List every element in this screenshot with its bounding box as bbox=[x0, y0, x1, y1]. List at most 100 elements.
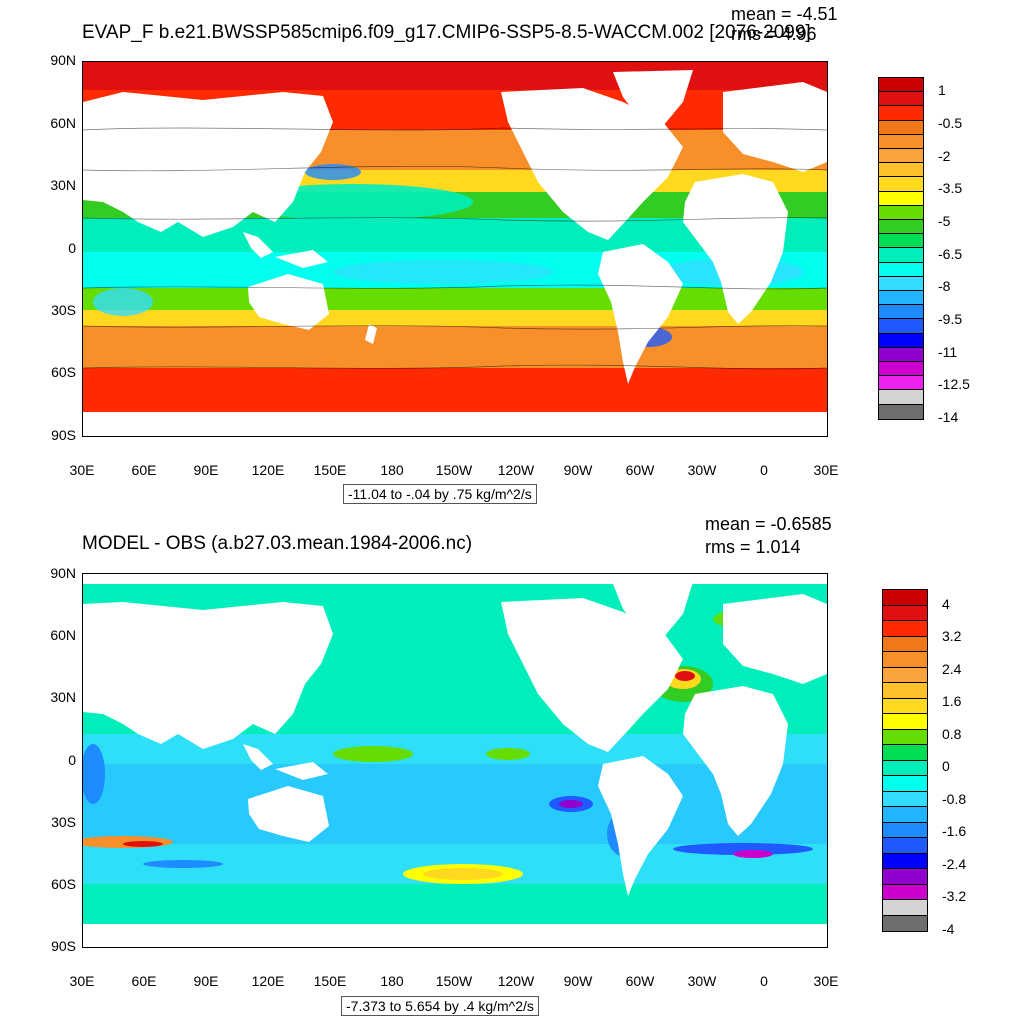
lat-label: 90N bbox=[50, 52, 76, 68]
colorbar-label: -14 bbox=[938, 409, 959, 425]
colorbar-label: -0.5 bbox=[938, 114, 963, 131]
colorbar-swatch bbox=[883, 621, 927, 637]
colorbar-swatch bbox=[879, 333, 923, 348]
lon-label: 150W bbox=[435, 973, 473, 989]
colorbar-swatch bbox=[879, 248, 923, 263]
colorbar-label: -0.8 bbox=[942, 790, 967, 807]
colorbar-swatch bbox=[883, 869, 927, 885]
colorbar-label: 1.6 bbox=[942, 693, 962, 710]
lat-label: 90N bbox=[50, 565, 76, 581]
lat-label: 0 bbox=[68, 240, 76, 256]
lon-label: 0 bbox=[760, 973, 768, 989]
colorbar-swatch bbox=[879, 404, 923, 419]
lon-label: 120W bbox=[497, 462, 535, 478]
colorbar-swatch bbox=[879, 262, 923, 277]
colorbar-swatch bbox=[879, 163, 923, 178]
lon-label: 180 bbox=[380, 462, 404, 478]
rms-stat: rms = 4.96 bbox=[731, 24, 817, 44]
colorbar-swatch bbox=[879, 376, 923, 391]
colorbar-swatch bbox=[883, 760, 927, 776]
colorbar-label: -3.2 bbox=[942, 888, 967, 905]
colorbar-label: -6.5 bbox=[938, 245, 963, 262]
rms-stat: rms = 1.014 bbox=[705, 537, 801, 557]
colorbar-label: -12.5 bbox=[938, 376, 970, 393]
colorbar-swatch bbox=[879, 390, 923, 405]
colorbar-label: -1.6 bbox=[942, 823, 967, 840]
lon-label: 30W bbox=[687, 462, 717, 478]
panel-title: EVAP_F b.e21.BWSSP585cmip6.f09_g17.CMIP6… bbox=[82, 22, 811, 43]
colorbar-swatch bbox=[883, 915, 927, 931]
lon-label: 60E bbox=[131, 462, 157, 478]
colorbar-swatch bbox=[883, 683, 927, 699]
lat-label: 60N bbox=[50, 627, 76, 643]
colorbar-swatch bbox=[883, 605, 927, 621]
colorbar-label: -8 bbox=[938, 278, 951, 295]
colorbar-swatch bbox=[879, 191, 923, 206]
colorbar-swatch bbox=[883, 698, 927, 714]
lat-label: 60N bbox=[50, 115, 76, 131]
colorbar-swatch bbox=[879, 78, 923, 93]
mean-stat: mean = -4.51 bbox=[731, 4, 838, 24]
bottom-panel: MODEL - OBS (a.b27.03.mean.1984-2006.nc)… bbox=[0, 512, 1024, 1024]
lat-label: 0 bbox=[68, 752, 76, 768]
colorbar-swatch bbox=[879, 291, 923, 306]
colorbar-swatch bbox=[879, 319, 923, 334]
top-panel: EVAP_F b.e21.BWSSP585cmip6.f09_g17.CMIP6… bbox=[50, 4, 970, 504]
land-mask bbox=[83, 574, 827, 947]
lat-label: 30N bbox=[50, 177, 76, 193]
colorbar-swatch bbox=[883, 636, 927, 652]
lon-label: 30W bbox=[687, 973, 717, 989]
colorbar-swatch bbox=[883, 776, 927, 792]
colorbar bbox=[882, 589, 928, 932]
contour-caption: -11.04 to -.04 by .75 kg/m^2/s bbox=[343, 484, 537, 504]
colorbar-swatch bbox=[879, 205, 923, 221]
colorbar-label: 0 bbox=[942, 758, 950, 775]
lon-label: 90W bbox=[563, 973, 593, 989]
colorbar-swatch bbox=[879, 220, 923, 235]
lon-label: 150W bbox=[435, 462, 473, 478]
colorbar-label: 1 bbox=[938, 82, 946, 99]
lat-label: 30N bbox=[50, 689, 76, 705]
colorbar-swatch bbox=[879, 234, 923, 249]
lat-label: 60S bbox=[51, 876, 76, 892]
colorbar-swatch bbox=[883, 791, 927, 807]
colorbar-swatch bbox=[879, 347, 923, 363]
colorbar-swatch bbox=[883, 900, 927, 916]
lon-label: 150E bbox=[313, 973, 347, 989]
colorbar-swatch bbox=[879, 305, 923, 320]
map-frame bbox=[82, 61, 828, 437]
lon-label: 60W bbox=[625, 973, 655, 989]
colorbar-swatch bbox=[883, 745, 927, 761]
colorbar-swatch bbox=[879, 120, 923, 135]
lon-label: 180 bbox=[380, 973, 404, 989]
colorbar-swatch bbox=[879, 106, 923, 121]
lon-label: 60E bbox=[131, 973, 157, 989]
colorbar-swatch bbox=[879, 149, 923, 164]
lon-label: 90E bbox=[193, 973, 219, 989]
colorbar bbox=[878, 77, 924, 420]
lat-label: 90S bbox=[51, 938, 76, 954]
lon-label: 0 bbox=[760, 462, 768, 478]
lat-label: 30S bbox=[51, 302, 76, 318]
colorbar-swatch bbox=[883, 822, 927, 838]
colorbar-swatch bbox=[879, 92, 923, 107]
mean-stat: mean = -0.6585 bbox=[705, 514, 832, 534]
lat-label: 90S bbox=[51, 427, 76, 443]
lon-label: 30E bbox=[69, 973, 95, 989]
colorbar-swatch bbox=[883, 884, 927, 900]
map-field bbox=[83, 574, 827, 947]
colorbar-swatch bbox=[883, 714, 927, 730]
lon-label: 120W bbox=[497, 973, 535, 989]
lon-label: 30E bbox=[69, 462, 95, 478]
contour-caption: -7.373 to 5.654 by .4 kg/m^2/s bbox=[341, 996, 539, 1016]
lon-label: 30E bbox=[813, 462, 839, 478]
colorbar-label: -3.5 bbox=[938, 180, 963, 197]
colorbar-swatch bbox=[879, 362, 923, 377]
lat-label: 30S bbox=[51, 814, 76, 830]
colorbar-swatch bbox=[883, 667, 927, 683]
colorbar-swatch bbox=[879, 177, 923, 192]
panel-title: MODEL - OBS (a.b27.03.mean.1984-2006.nc) bbox=[82, 533, 473, 554]
colorbar-swatch bbox=[883, 853, 927, 869]
colorbar-swatch bbox=[883, 807, 927, 823]
map-frame bbox=[82, 573, 828, 948]
